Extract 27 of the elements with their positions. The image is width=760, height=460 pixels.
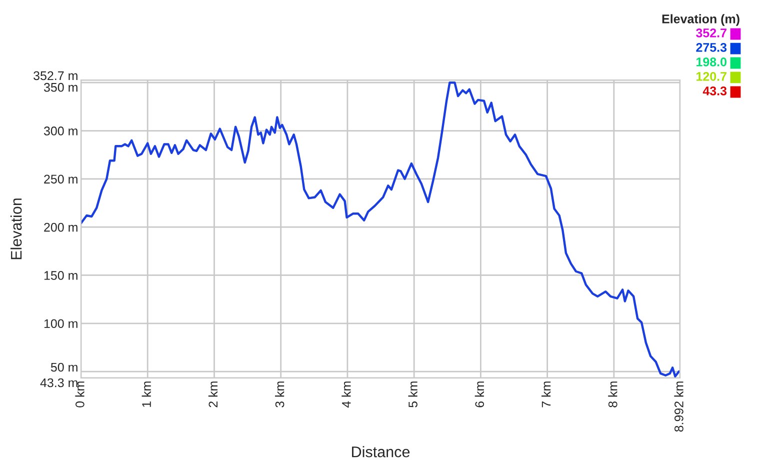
x-tick-label: 5 km bbox=[408, 382, 418, 408]
color-bar-label: 352.7 bbox=[696, 28, 726, 38]
y-tick-label: 200 m bbox=[44, 222, 78, 232]
x-tick-label: 8.992 km bbox=[674, 382, 684, 432]
y-tick-label: 50 m bbox=[50, 362, 78, 372]
y-tick-label: 43.3 m bbox=[40, 378, 78, 388]
color-bar-label: 120.7 bbox=[696, 72, 726, 81]
y-tick-label: 350 m bbox=[44, 82, 78, 92]
x-tick-label: 8 km bbox=[608, 382, 618, 408]
color-bar-label: 275.3 bbox=[696, 43, 727, 52]
x-axis-title: Distance bbox=[352, 446, 410, 458]
color-bar-label: 43.3 bbox=[702, 86, 727, 96]
color-bar-title: Elevation (m) bbox=[662, 14, 740, 26]
x-tick-label: 6 km bbox=[474, 382, 484, 408]
y-axis-title: Elevation bbox=[10, 198, 22, 260]
x-tick-label: 0 km bbox=[75, 382, 84, 408]
y-tick-label: 100 m bbox=[44, 319, 78, 328]
y-tick-label: 352.7 m bbox=[34, 71, 78, 80]
y-tick-label: 150 m bbox=[44, 271, 78, 280]
x-tick-label: 1 km bbox=[142, 382, 151, 407]
y-tick-label: 300 m bbox=[44, 126, 78, 136]
y-tick-label: 250 m bbox=[44, 174, 78, 184]
x-tick-label: 7 km bbox=[541, 382, 551, 408]
x-tick-label: 2 km bbox=[208, 382, 218, 408]
x-tick-label: 4 km bbox=[342, 382, 351, 408]
x-tick-label: 3 km bbox=[275, 382, 284, 408]
color-bar-label: 198.0 bbox=[696, 58, 726, 66]
